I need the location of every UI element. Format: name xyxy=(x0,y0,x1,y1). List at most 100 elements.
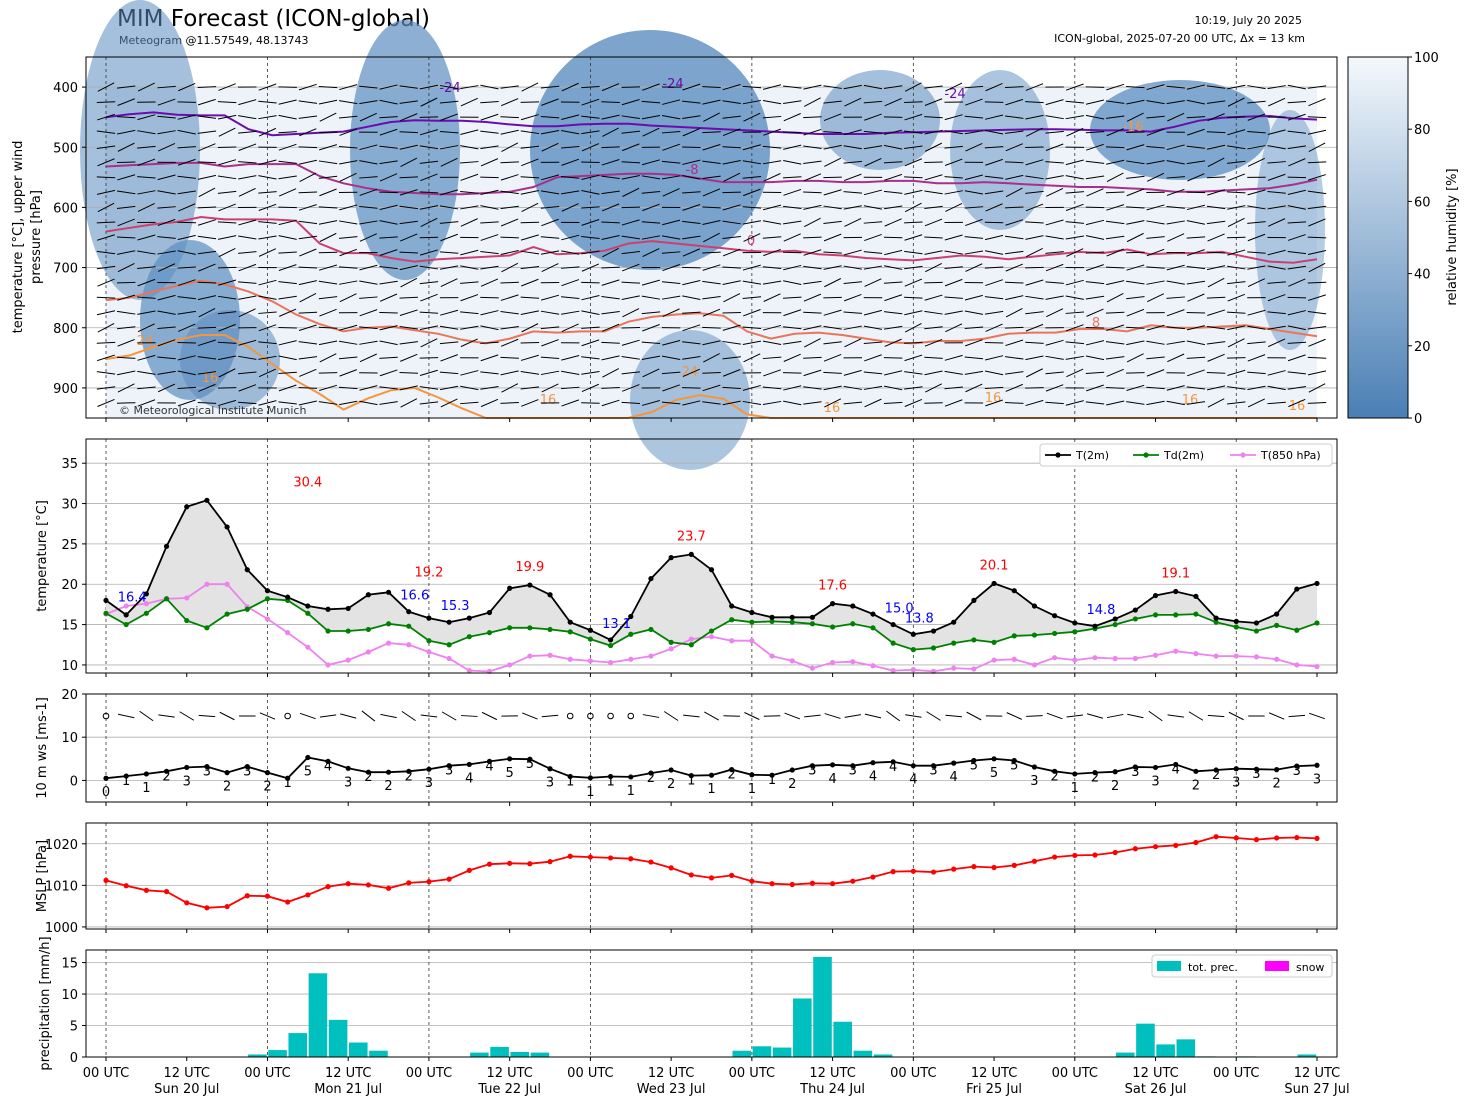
series-point xyxy=(607,637,614,643)
wind-barb xyxy=(702,160,721,164)
wind-barb xyxy=(258,355,277,360)
beaufort-label: 1 xyxy=(768,773,776,788)
extreme-label: 30.4 xyxy=(293,475,322,490)
wind-barb xyxy=(439,221,459,224)
wind-barb xyxy=(520,371,540,375)
colorbar-label: relative humidity [%] xyxy=(1445,168,1460,305)
wind-barb xyxy=(1146,340,1165,345)
wind-barb xyxy=(762,386,782,390)
wind-barb xyxy=(460,249,479,256)
wind-barb xyxy=(1188,711,1204,721)
legend-swatch xyxy=(1157,961,1181,971)
wind-barb xyxy=(1025,247,1043,258)
wind-barb xyxy=(702,206,721,209)
x-tick-label: Mon 21 Jul xyxy=(314,1082,382,1097)
humidity-blob xyxy=(180,310,280,410)
wind-barb xyxy=(338,115,358,119)
wind-barb xyxy=(1126,131,1145,133)
series-point xyxy=(1314,620,1320,626)
wind-barb xyxy=(904,202,922,213)
wind-barb xyxy=(137,370,156,375)
wind-barb xyxy=(661,114,681,120)
beaufort-label: 2 xyxy=(384,779,392,794)
wind-barb xyxy=(258,368,277,378)
temperature-ytick-label: 20 xyxy=(61,578,78,593)
beaufort-label: 2 xyxy=(223,780,231,795)
wind-barb xyxy=(762,204,782,211)
wind-barb xyxy=(843,281,863,285)
wind-barb xyxy=(137,342,156,344)
series-point xyxy=(446,642,452,648)
wind-barb xyxy=(419,116,439,118)
wind-barb xyxy=(601,295,620,300)
wind-barb xyxy=(1105,235,1125,240)
wind-barb xyxy=(1105,220,1125,225)
wind-barb xyxy=(217,114,237,120)
wind-barb xyxy=(1227,325,1246,331)
wind-barb xyxy=(440,157,458,167)
wind-barb xyxy=(218,368,236,378)
wind-barb xyxy=(379,84,398,90)
wind-barb xyxy=(1126,144,1145,151)
wind-barb xyxy=(318,372,338,374)
series-point xyxy=(668,555,674,561)
wind-barb xyxy=(864,354,882,362)
wind-barb xyxy=(158,714,175,718)
wind-barb xyxy=(682,279,701,286)
wind-barb xyxy=(1267,265,1286,270)
beaufort-label: 4 xyxy=(465,771,473,786)
series-point xyxy=(1132,616,1138,622)
x-tick-label: 12 UTC xyxy=(648,1066,694,1081)
wind-barb xyxy=(703,232,720,243)
wind-barb xyxy=(763,715,781,717)
series-point xyxy=(1233,653,1239,659)
wind-barb xyxy=(440,309,459,316)
wind-barb xyxy=(259,712,276,720)
wind-barb xyxy=(904,221,923,224)
wind-barb xyxy=(1105,387,1125,389)
wind-barb xyxy=(1207,714,1225,718)
wind-barb xyxy=(561,114,580,120)
series-point xyxy=(587,636,594,642)
wind-barb xyxy=(217,190,237,194)
colorbar-tick-label: 40 xyxy=(1414,268,1431,283)
wind-barb xyxy=(662,188,680,197)
wind-barb xyxy=(1005,174,1024,180)
wind-barb xyxy=(722,220,741,225)
wind-barb xyxy=(520,221,540,224)
wind-barb xyxy=(843,84,862,90)
wind-barb xyxy=(480,189,499,196)
wind-barb xyxy=(905,714,922,718)
wind-barb xyxy=(924,310,943,315)
wind-barb xyxy=(278,355,297,361)
series-point xyxy=(285,630,291,636)
beaufort-label: 4 xyxy=(485,759,493,774)
wind-barb xyxy=(823,205,842,210)
beaufort-label: 2 xyxy=(728,768,736,783)
series-point xyxy=(789,619,795,625)
temperature-frame xyxy=(85,438,1338,674)
wind-barb xyxy=(944,158,963,166)
wind-barb xyxy=(722,386,741,389)
wind-barb xyxy=(1065,387,1085,389)
wind-barb xyxy=(480,205,499,210)
wind-barb xyxy=(500,236,519,239)
wind-barb xyxy=(662,308,680,317)
wind-barb xyxy=(803,128,822,136)
wind-barb xyxy=(964,85,984,89)
wind-barb xyxy=(441,711,457,721)
wind-barb xyxy=(742,206,762,209)
series-point xyxy=(1274,622,1280,628)
wind-barb xyxy=(157,98,176,106)
wind-barb xyxy=(1045,401,1064,405)
wind-barb xyxy=(1307,190,1327,195)
wind-barb xyxy=(500,356,519,359)
wind-barb xyxy=(1005,339,1024,347)
series-point xyxy=(688,551,694,557)
beaufort-label: 4 xyxy=(869,770,877,785)
series-point xyxy=(486,630,493,636)
wind-barb xyxy=(763,369,781,377)
wind-barb xyxy=(964,356,984,360)
wind-barb xyxy=(904,398,923,407)
wind-barb xyxy=(803,145,822,149)
